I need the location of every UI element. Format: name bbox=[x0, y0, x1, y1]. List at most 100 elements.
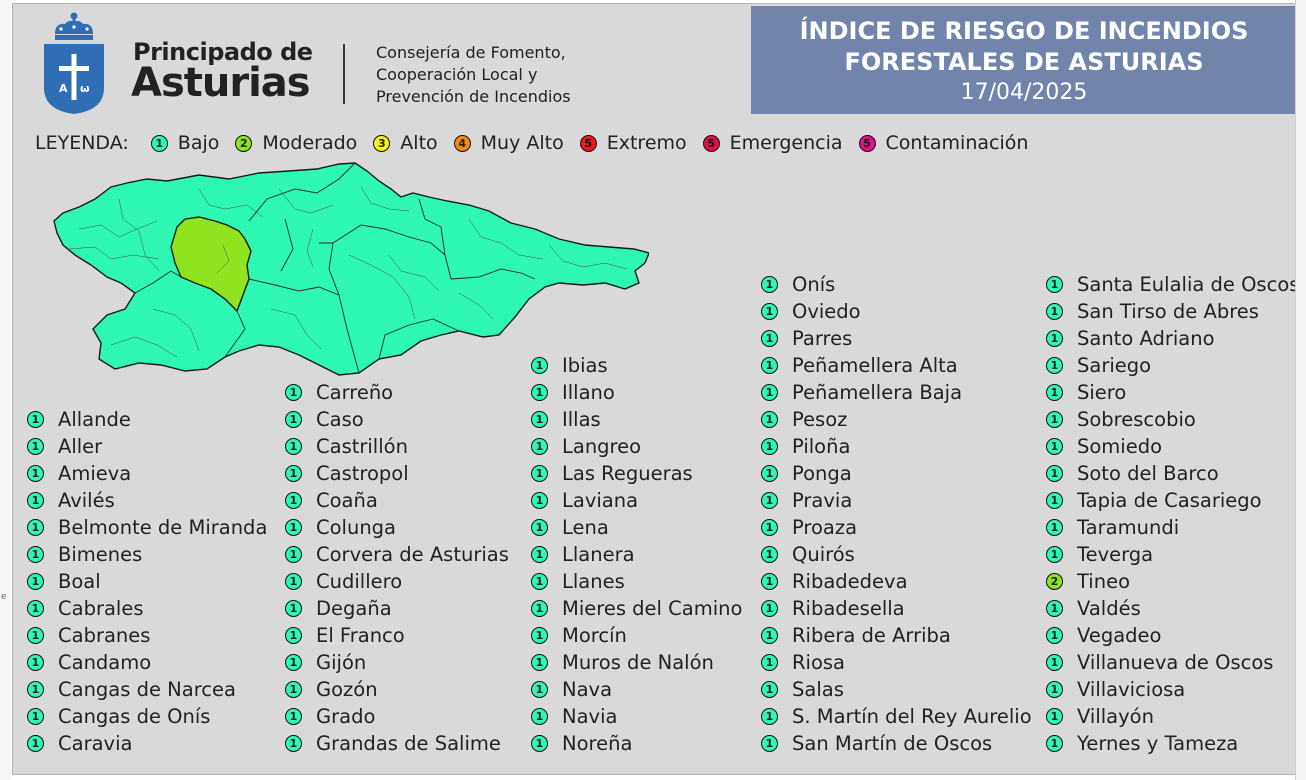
left-gutter bbox=[0, 0, 11, 780]
risk-badge: 1 bbox=[531, 438, 548, 455]
municipality-name: Villaviciosa bbox=[1077, 678, 1186, 701]
risk-badge: 1 bbox=[761, 708, 778, 725]
risk-badge: 1 bbox=[761, 735, 778, 752]
legend-item-muy-alto: 4 Muy Alto bbox=[453, 132, 564, 154]
municipality-name: Valdés bbox=[1077, 597, 1141, 620]
map-region-asturias[interactable] bbox=[53, 162, 649, 376]
municipality-row: 1 Illano bbox=[531, 379, 742, 406]
municipality-row: 1 Pravia bbox=[761, 487, 1032, 514]
brand-name-line1: Principado de bbox=[133, 38, 313, 66]
risk-badge: 5 bbox=[858, 134, 876, 152]
municipality-row: 1 Quirós bbox=[761, 541, 1032, 568]
risk-badge: 1 bbox=[27, 546, 44, 563]
municipality-row: 1 Yernes y Tameza bbox=[1046, 730, 1297, 757]
municipality-name: Caravia bbox=[58, 732, 133, 755]
department-name: Consejería de Fomento, Cooperación Local… bbox=[376, 42, 571, 108]
municipality-row: 1 Avilés bbox=[27, 487, 267, 514]
scrollbar[interactable] bbox=[1295, 0, 1306, 780]
municipality-row: 1 Allande bbox=[27, 406, 267, 433]
svg-text:A: A bbox=[59, 82, 68, 95]
municipality-column: 1 Santa Eulalia de Oscos 1 San Tirso de Abr… bbox=[1046, 271, 1297, 757]
risk-badge: 1 bbox=[1046, 276, 1063, 293]
risk-badge: 1 bbox=[1046, 330, 1063, 347]
risk-badge: 1 bbox=[27, 735, 44, 752]
municipality-row: 1 Soto del Barco bbox=[1046, 460, 1297, 487]
municipality-name: Cudillero bbox=[316, 570, 403, 593]
municipality-name: Oviedo bbox=[792, 300, 861, 323]
risk-badge: 1 bbox=[27, 465, 44, 482]
municipality-name: Carreño bbox=[316, 381, 394, 404]
risk-badge: 4 bbox=[453, 134, 471, 152]
municipality-name: Parres bbox=[792, 327, 853, 350]
municipality-row: 1 Illas bbox=[531, 406, 742, 433]
risk-badge: 1 bbox=[531, 492, 548, 509]
risk-badge: 1 bbox=[761, 438, 778, 455]
legend-item-bajo: 1 Bajo bbox=[150, 132, 219, 154]
risk-badge: 1 bbox=[761, 654, 778, 671]
municipality-row: 1 San Tirso de Abres bbox=[1046, 298, 1297, 325]
municipality-row: 1 Morcín bbox=[531, 622, 742, 649]
municipality-name: Sobrescobio bbox=[1077, 408, 1196, 431]
municipality-name: Proaza bbox=[792, 516, 858, 539]
risk-badge: 1 bbox=[761, 546, 778, 563]
municipality-name: Grandas de Salime bbox=[316, 732, 501, 755]
risk-badge: 1 bbox=[531, 681, 548, 698]
municipality-name: Ibias bbox=[562, 354, 608, 377]
legend-item-label: Alto bbox=[400, 132, 438, 154]
risk-badge: 1 bbox=[761, 465, 778, 482]
svg-text:ω: ω bbox=[80, 82, 90, 95]
municipality-row: 1 Carreño bbox=[285, 379, 509, 406]
municipality-row: 1 Onís bbox=[761, 271, 1032, 298]
municipality-row: 1 Villaviciosa bbox=[1046, 676, 1297, 703]
municipality-row: 1 Llanera bbox=[531, 541, 742, 568]
risk-badge: 1 bbox=[285, 465, 302, 482]
municipality-name: Llanera bbox=[562, 543, 635, 566]
risk-badge: 1 bbox=[761, 303, 778, 320]
municipality-row: 1 Peñamellera Baja bbox=[761, 379, 1032, 406]
risk-badge: 1 bbox=[285, 519, 302, 536]
municipality-name: Laviana bbox=[562, 489, 639, 512]
municipality-row: 1 Laviana bbox=[531, 487, 742, 514]
municipality-row: 1 Oviedo bbox=[761, 298, 1032, 325]
municipality-row: 1 Somiedo bbox=[1046, 433, 1297, 460]
municipality-name: Nava bbox=[562, 678, 613, 701]
municipality-row: 1 Grado bbox=[285, 703, 509, 730]
municipality-name: Colunga bbox=[316, 516, 397, 539]
municipality-row: 1 Peñamellera Alta bbox=[761, 352, 1032, 379]
legend-item-label: Emergencia bbox=[729, 132, 843, 154]
municipality-row: 1 Navia bbox=[531, 703, 742, 730]
municipality-name: Onís bbox=[792, 273, 836, 296]
risk-badge: 1 bbox=[1046, 411, 1063, 428]
municipality-name: Mieres del Camino bbox=[562, 597, 743, 620]
municipality-name: Cangas de Onís bbox=[58, 705, 211, 728]
risk-badge: 1 bbox=[1046, 681, 1063, 698]
municipality-name: Caso bbox=[316, 408, 364, 431]
municipality-row: 1 Aller bbox=[27, 433, 267, 460]
municipality-row: 1 Cangas de Onís bbox=[27, 703, 267, 730]
risk-badge: 1 bbox=[531, 573, 548, 590]
municipality-row: 1 Santa Eulalia de Oscos bbox=[1046, 271, 1297, 298]
brand-divider bbox=[343, 44, 345, 104]
municipality-column: 1 Onís 1 Oviedo 1 Parres 1 Peñamellera Alta 1 Peñ… bbox=[761, 271, 1032, 757]
municipality-name: Santo Adriano bbox=[1077, 327, 1215, 350]
municipality-row: 1 Noreña bbox=[531, 730, 742, 757]
title-line1: ÍNDICE DE RIESGO DE INCENDIOS bbox=[799, 17, 1249, 45]
municipality-column: 1 Ibias 1 Illano 1 Illas 1 Langreo 1 Las Regueras… bbox=[531, 352, 742, 757]
municipality-name: Ribadesella bbox=[792, 597, 905, 620]
municipality-name: Llanes bbox=[562, 570, 625, 593]
risk-badge: 1 bbox=[761, 276, 778, 293]
risk-badge: 5 bbox=[702, 134, 720, 152]
risk-badge: 1 bbox=[531, 654, 548, 671]
municipality-name: Noreña bbox=[562, 732, 633, 755]
municipality-name: Belmonte de Miranda bbox=[58, 516, 268, 539]
risk-badge: 1 bbox=[761, 681, 778, 698]
municipality-row: 1 Ribera de Arriba bbox=[761, 622, 1032, 649]
municipality-name: Illas bbox=[562, 408, 601, 431]
risk-badge: 1 bbox=[531, 384, 548, 401]
report-date: 17/04/2025 bbox=[960, 80, 1088, 105]
municipality-name: Ribera de Arriba bbox=[792, 624, 951, 647]
municipality-row: 1 Pesoz bbox=[761, 406, 1032, 433]
legend-item-label: Moderado bbox=[262, 132, 358, 154]
municipality-name: San Martín de Oscos bbox=[792, 732, 993, 755]
risk-badge: 3 bbox=[373, 134, 391, 152]
